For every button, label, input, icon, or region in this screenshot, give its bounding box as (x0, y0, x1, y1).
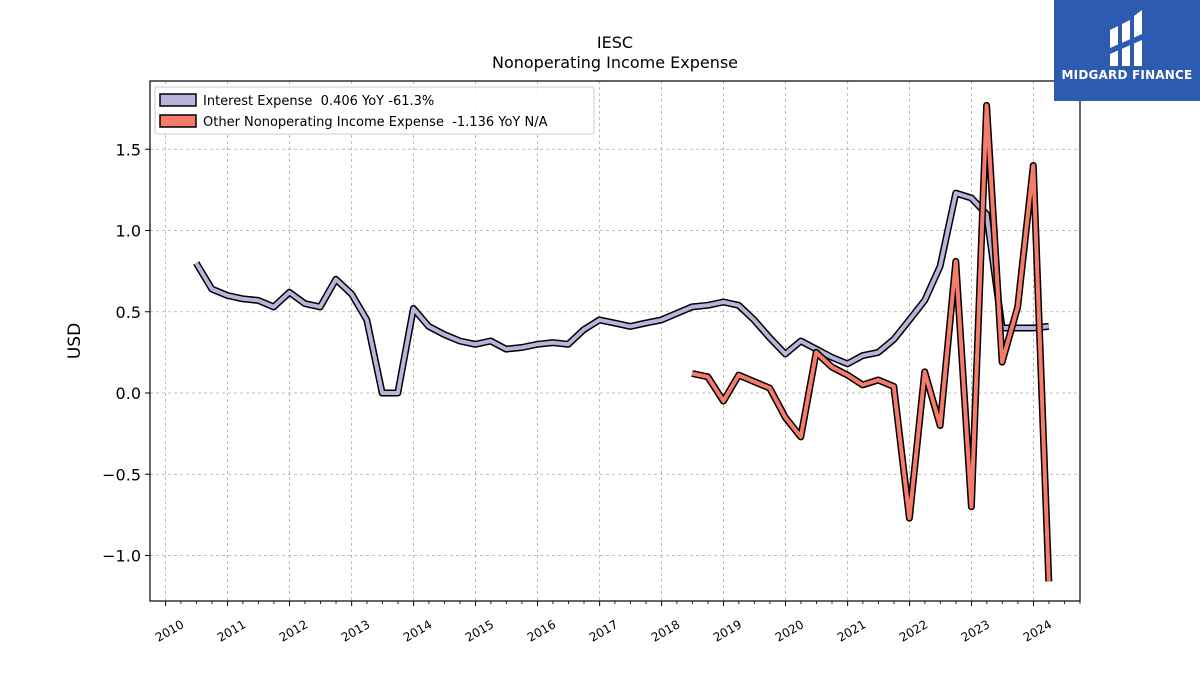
logo-mark-icon (1110, 10, 1142, 66)
y-tick-label: −1.0 (102, 547, 141, 566)
series-line (691, 103, 1051, 582)
x-tick-label: 2019 (711, 617, 744, 644)
legend-swatch-other (159, 114, 197, 128)
x-tick-label: 2012 (277, 617, 310, 644)
x-tick-label: 2016 (525, 617, 558, 644)
grid (150, 81, 1080, 601)
x-tick-label: 2015 (463, 617, 496, 644)
series-outline (193, 189, 1050, 397)
logo-text: MIDGARD FINANCE (1061, 68, 1193, 82)
legend: Interest Expense 0.406 YoY -61.3% Other … (154, 86, 595, 135)
x-tick-label: 2017 (587, 617, 620, 644)
x-tick-label: 2020 (773, 617, 806, 644)
brand-logo: MIDGARD FINANCE (1054, 0, 1200, 101)
series-line (194, 191, 1050, 395)
series-outline (691, 101, 1053, 582)
x-tick-label: 2021 (835, 617, 868, 644)
y-tick-label: 1.5 (116, 140, 141, 159)
legend-label-interest: Interest Expense 0.406 YoY -61.3% (203, 94, 434, 109)
legend-box (154, 86, 595, 135)
legend-label-other: Other Nonoperating Income Expense -1.136… (203, 115, 548, 130)
x-tick-label: 2018 (649, 617, 682, 644)
chart-subtitle: Nonoperating Income Expense (492, 53, 738, 72)
x-tick-label: 2024 (1021, 617, 1054, 644)
y-tick-label: 0.0 (116, 384, 141, 403)
legend-swatch-interest (159, 93, 197, 107)
y-axis-label: USD (65, 323, 85, 359)
x-tick-label: 2023 (959, 617, 992, 644)
x-tick-label: 2011 (215, 617, 248, 644)
y-tick-label: 0.5 (116, 303, 141, 322)
series-0 (193, 189, 1050, 397)
chart-title: IESC (597, 33, 633, 52)
y-tick-label: 1.0 (116, 222, 141, 241)
x-axis: 2010 2011 2012 2013 2014 2015 2016 2017 2018 2019… (153, 601, 1081, 645)
series-1 (691, 101, 1053, 582)
y-axis: −1.0 −0.5 0.0 0.5 1.0 1.5 (102, 140, 150, 566)
x-tick-label: 2013 (339, 617, 372, 644)
x-tick-label: 2014 (401, 617, 434, 644)
x-tick-label: 2022 (897, 617, 930, 644)
x-tick-label: 2010 (153, 617, 186, 644)
series-layer (193, 101, 1053, 582)
y-tick-label: −0.5 (102, 465, 141, 484)
